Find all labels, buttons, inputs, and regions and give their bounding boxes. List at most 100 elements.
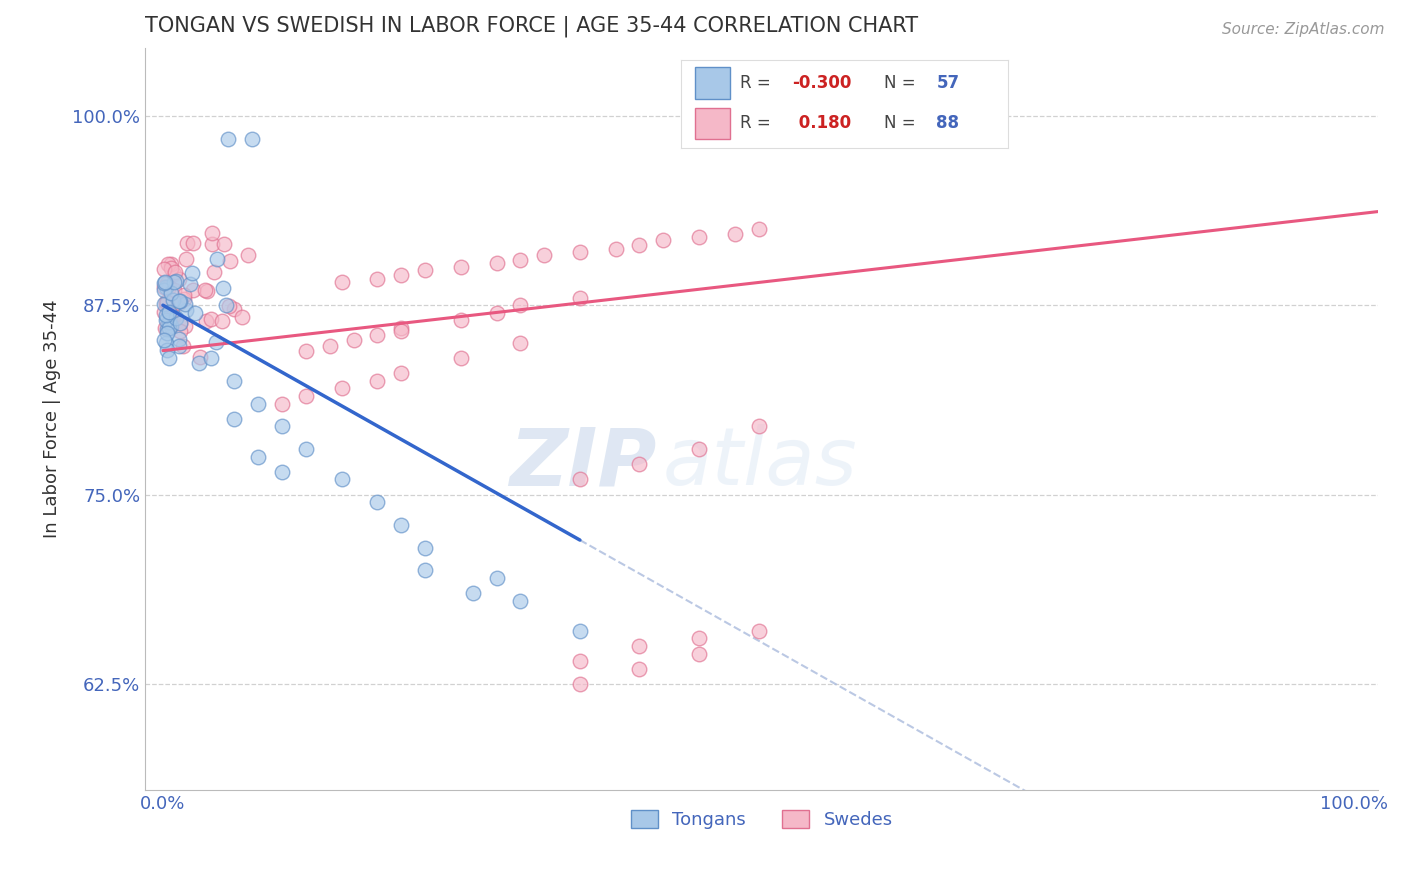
Point bbox=[155, 336, 177, 351]
Point bbox=[212, 236, 235, 251]
Point bbox=[222, 302, 245, 317]
Point bbox=[485, 306, 508, 320]
Point bbox=[173, 292, 195, 306]
Point bbox=[200, 312, 222, 326]
Point bbox=[165, 264, 187, 278]
Point bbox=[155, 321, 177, 335]
Point bbox=[231, 310, 253, 324]
Point bbox=[389, 268, 412, 282]
Point bbox=[240, 131, 263, 145]
Point bbox=[176, 303, 198, 318]
Point bbox=[194, 314, 217, 328]
Point bbox=[155, 295, 177, 310]
Point bbox=[169, 316, 191, 330]
Point bbox=[224, 411, 246, 425]
Point bbox=[330, 472, 353, 486]
Legend: Tongans, Swedes: Tongans, Swedes bbox=[623, 803, 900, 837]
Point bbox=[271, 397, 294, 411]
Point bbox=[218, 300, 240, 314]
Point bbox=[568, 291, 591, 305]
Point bbox=[157, 321, 180, 335]
Point bbox=[153, 276, 176, 290]
Point bbox=[160, 319, 183, 334]
Point bbox=[187, 356, 209, 370]
Point bbox=[724, 227, 747, 241]
Point bbox=[450, 313, 472, 327]
Point bbox=[485, 571, 508, 585]
Point bbox=[319, 339, 342, 353]
Point bbox=[179, 277, 201, 292]
Point bbox=[247, 450, 270, 464]
Point bbox=[211, 313, 233, 327]
Point bbox=[628, 639, 651, 653]
Text: TONGAN VS SWEDISH IN LABOR FORCE | AGE 35-44 CORRELATION CHART: TONGAN VS SWEDISH IN LABOR FORCE | AGE 3… bbox=[145, 15, 918, 37]
Point bbox=[155, 322, 177, 336]
Point bbox=[413, 263, 436, 277]
Point bbox=[173, 288, 195, 302]
Point bbox=[628, 457, 651, 471]
Point bbox=[169, 316, 191, 330]
Point bbox=[160, 286, 183, 301]
Point bbox=[568, 654, 591, 668]
Point bbox=[389, 517, 412, 532]
Point bbox=[156, 326, 179, 340]
Point bbox=[201, 226, 224, 240]
Point bbox=[169, 293, 191, 308]
Point bbox=[413, 563, 436, 577]
Point bbox=[176, 236, 198, 251]
Point bbox=[155, 313, 177, 327]
Point bbox=[366, 495, 388, 509]
Point bbox=[153, 279, 176, 293]
Point bbox=[155, 280, 177, 294]
Point bbox=[156, 294, 179, 309]
Point bbox=[238, 248, 260, 262]
Point bbox=[153, 262, 176, 277]
Point bbox=[159, 261, 181, 276]
Point bbox=[174, 252, 197, 267]
Point bbox=[169, 339, 191, 353]
Point bbox=[748, 624, 770, 638]
Point bbox=[568, 245, 591, 260]
Point bbox=[533, 248, 555, 262]
Point bbox=[509, 336, 531, 351]
Point bbox=[688, 632, 710, 646]
Text: atlas: atlas bbox=[664, 425, 858, 502]
Point bbox=[159, 312, 181, 326]
Point bbox=[366, 374, 388, 388]
Point bbox=[167, 293, 190, 308]
Point bbox=[214, 298, 236, 312]
Point bbox=[748, 222, 770, 236]
Point bbox=[247, 397, 270, 411]
Point bbox=[271, 419, 294, 434]
Point bbox=[169, 324, 191, 338]
Point bbox=[224, 374, 246, 388]
Point bbox=[162, 309, 184, 323]
Point bbox=[218, 131, 240, 145]
Point bbox=[628, 237, 651, 252]
Point bbox=[153, 283, 176, 297]
Point bbox=[212, 280, 235, 294]
Point bbox=[200, 351, 222, 366]
Point bbox=[165, 311, 187, 326]
Point bbox=[568, 624, 591, 638]
Point bbox=[153, 276, 176, 290]
Point bbox=[295, 389, 318, 403]
Point bbox=[568, 472, 591, 486]
Point bbox=[219, 254, 242, 268]
Point bbox=[157, 280, 180, 294]
Point bbox=[153, 333, 176, 347]
Point bbox=[181, 236, 204, 251]
Point bbox=[169, 332, 191, 346]
Point bbox=[157, 351, 180, 365]
Point bbox=[163, 283, 186, 297]
Point bbox=[156, 276, 179, 290]
Point bbox=[295, 442, 318, 456]
Point bbox=[195, 284, 218, 298]
Y-axis label: In Labor Force | Age 35-44: In Labor Force | Age 35-44 bbox=[44, 300, 60, 538]
Point bbox=[194, 283, 217, 297]
Point bbox=[174, 318, 197, 333]
Point bbox=[450, 260, 472, 275]
Point bbox=[201, 236, 224, 251]
Point bbox=[461, 586, 484, 600]
Point bbox=[748, 419, 770, 434]
